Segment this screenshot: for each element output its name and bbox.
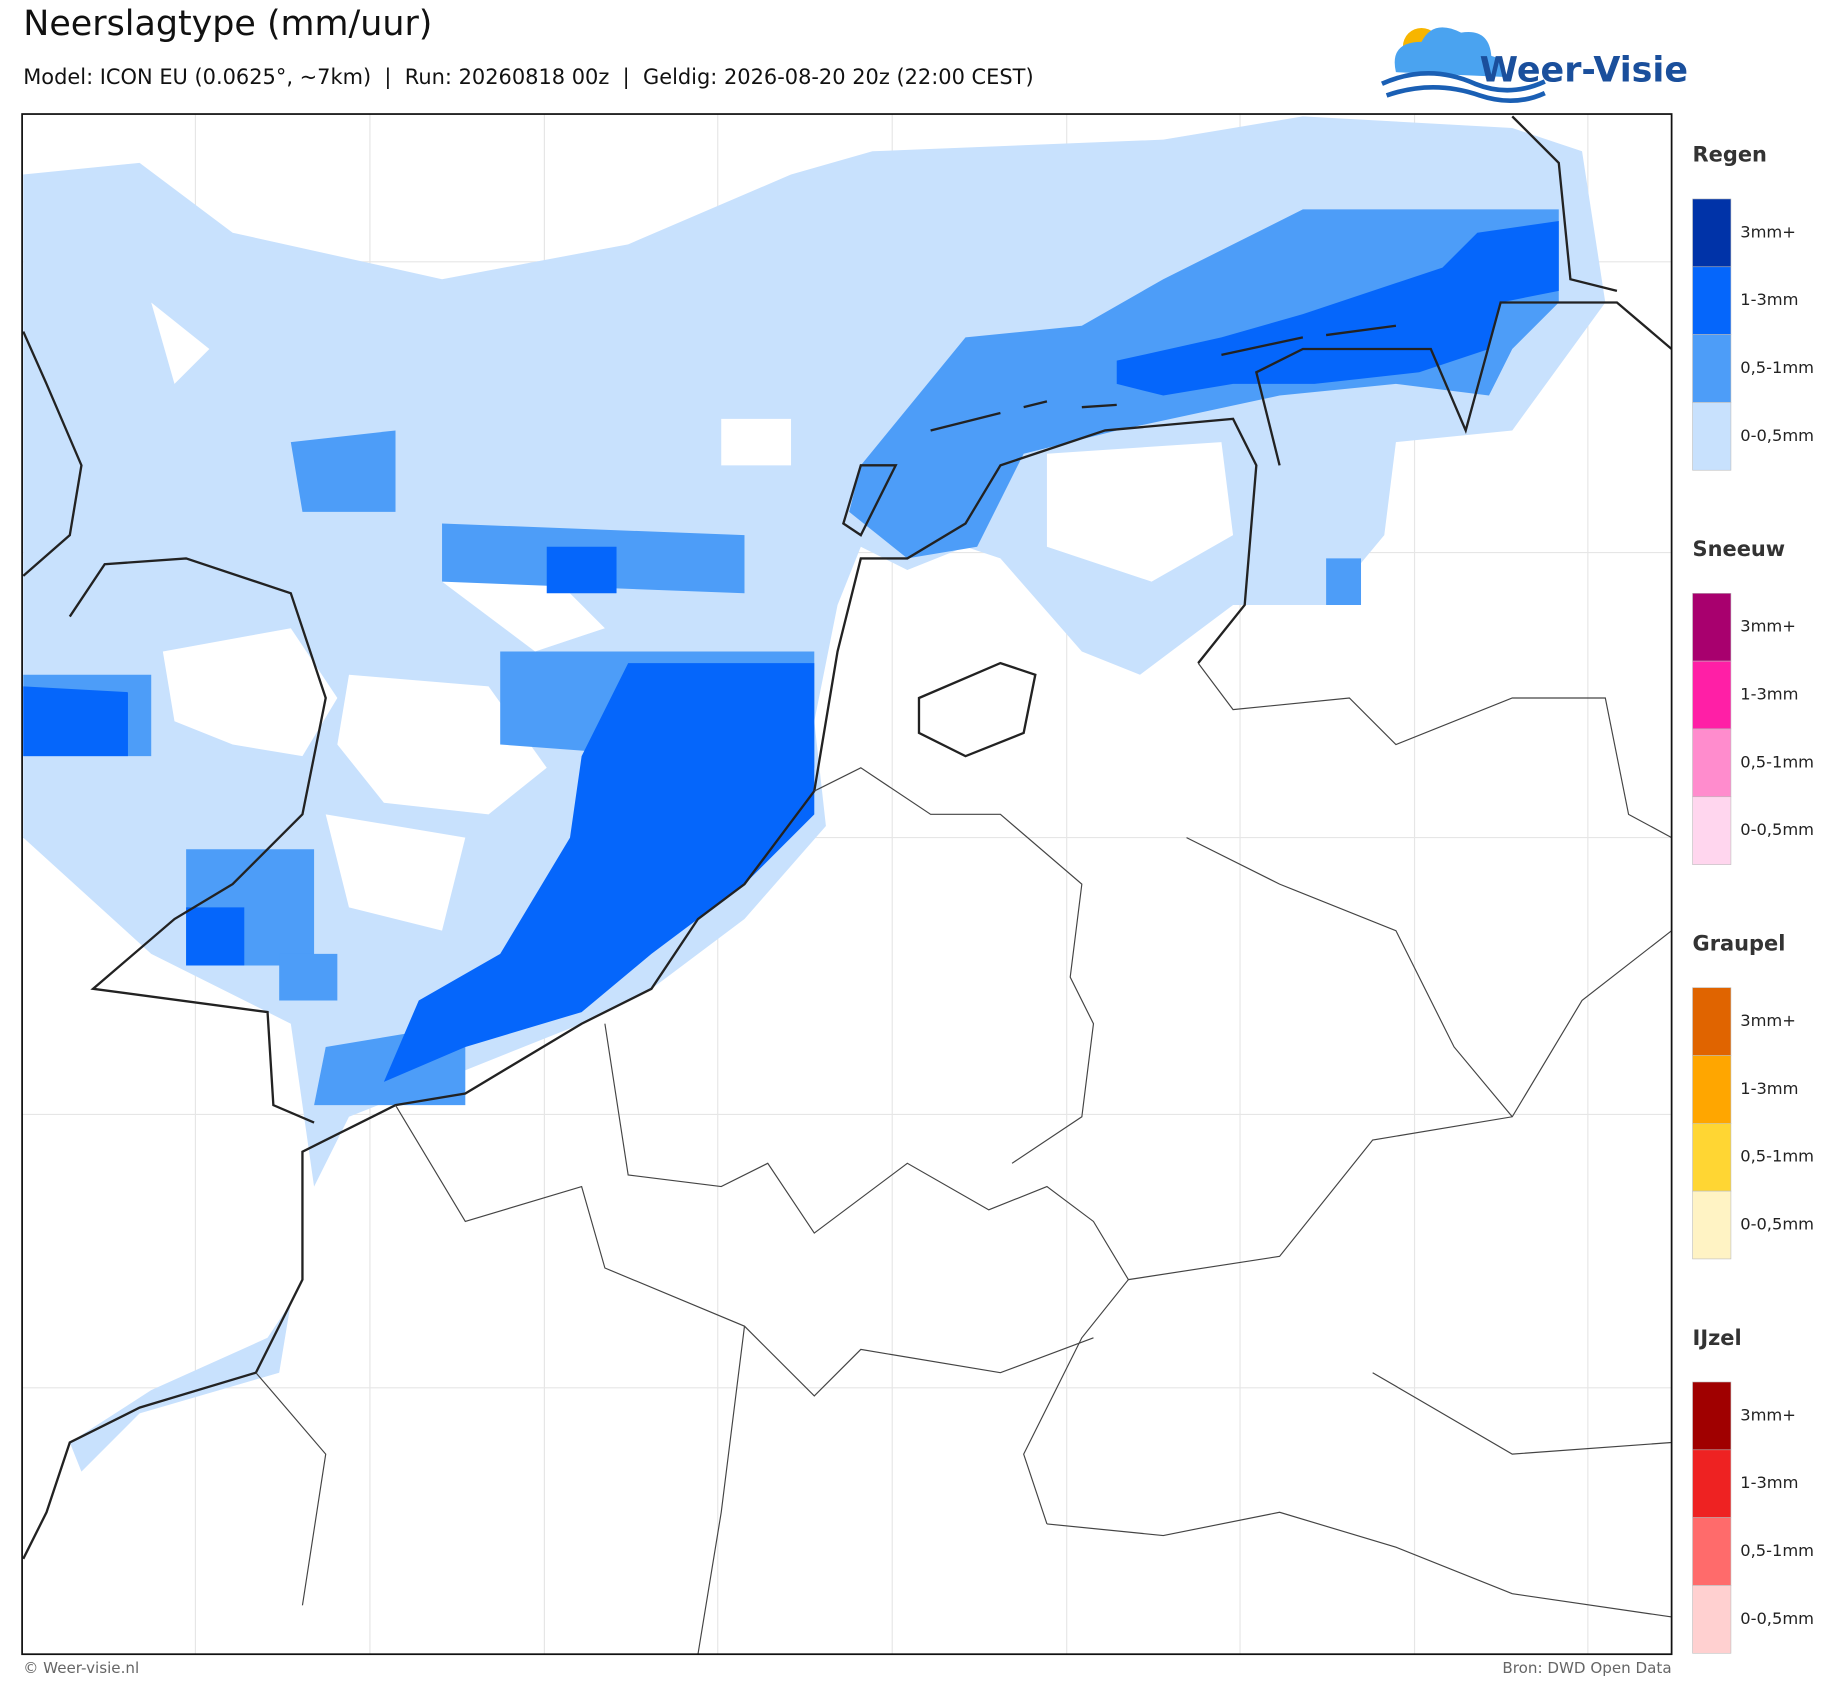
legend-swatch — [1692, 1381, 1732, 1451]
map-frame — [21, 113, 1673, 1656]
legend-label: 0-0,5mm — [1740, 820, 1814, 839]
legend-label: 0,5-1mm — [1740, 1541, 1814, 1560]
legend-swatch — [1692, 402, 1732, 471]
logo-waves — [1381, 71, 1546, 104]
rain-heavy — [23, 221, 1559, 1082]
legend-label: 3mm+ — [1740, 1405, 1796, 1424]
legend-swatch — [1692, 1517, 1732, 1586]
legend-title: Sneeuw — [1693, 537, 1786, 561]
legend-label: 0-0,5mm — [1740, 426, 1814, 445]
legend-swatch — [1692, 796, 1732, 865]
legend-swatch — [1692, 1449, 1732, 1518]
map — [22, 114, 1672, 1655]
legend-swatch — [1692, 1055, 1732, 1124]
logo: Weer-Visie — [1381, 27, 1688, 104]
legend-label: 3mm+ — [1740, 617, 1796, 636]
footer-credit: © Weer-visie.nl — [23, 1659, 139, 1677]
logo-text: Weer-Visie — [1480, 50, 1688, 90]
legend-label: 1-3mm — [1740, 1473, 1798, 1492]
coastlines — [22, 115, 1672, 1560]
legend-label: 1-3mm — [1740, 1079, 1798, 1098]
legend-swatch — [1692, 1122, 1732, 1192]
legend-swatch — [1692, 660, 1732, 730]
legend-label: 0,5-1mm — [1740, 1147, 1814, 1166]
legend-swatch — [1692, 1585, 1732, 1654]
legend-title: Graupel — [1693, 931, 1786, 955]
title: Neerslagtype (mm/uur) — [23, 4, 432, 44]
subtitle: Model: ICON EU (0.0625°, ~7km) | Run: 20… — [23, 65, 1033, 90]
legend-swatch — [1692, 198, 1732, 268]
footer-source: Bron: DWD Open Data — [1502, 1659, 1671, 1677]
legend-swatch — [1692, 987, 1732, 1056]
legend-label: 1-3mm — [1740, 290, 1798, 309]
legend-label: 0-0,5mm — [1740, 1609, 1814, 1628]
logo-cloud — [1394, 27, 1505, 77]
legend-label: 0,5-1mm — [1740, 358, 1814, 377]
legend-label: 3mm+ — [1740, 1011, 1796, 1030]
legend-label: 3mm+ — [1740, 222, 1796, 241]
legend: Regen 3mm+ 1-3mm 0,5-1mm 0-0,5mm Sneeuw 3mm+ 1-… — [1692, 143, 1814, 1654]
legend-swatch — [1692, 1190, 1732, 1260]
legend-swatch — [1692, 266, 1732, 335]
legend-title: Regen — [1693, 143, 1767, 167]
legend-swatch — [1692, 728, 1732, 798]
legend-swatch — [1692, 334, 1732, 403]
legend-label: 0-0,5mm — [1740, 1214, 1814, 1233]
rain-light — [69, 1302, 291, 1472]
legend-swatch — [1692, 593, 1732, 662]
legend-title: IJzel — [1693, 1326, 1742, 1350]
borders — [255, 662, 1672, 1655]
legend-label: 0,5-1mm — [1740, 752, 1814, 771]
dry-patches — [151, 302, 1234, 931]
legend-label: 1-3mm — [1740, 685, 1798, 704]
